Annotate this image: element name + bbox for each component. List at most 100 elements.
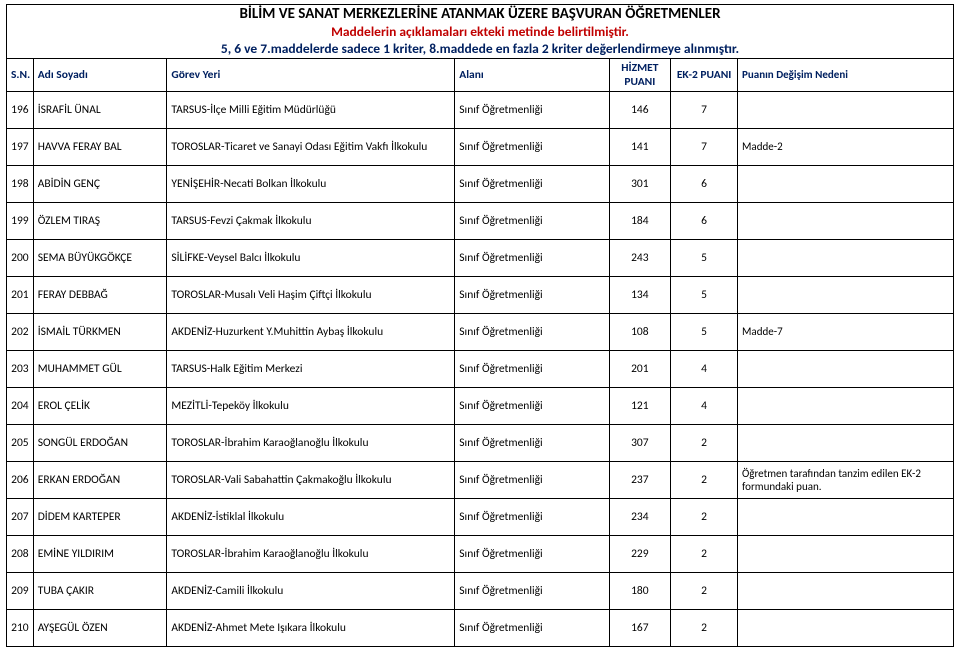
cell-hiz: 243 [609,239,671,276]
cell-ek2: 2 [671,609,738,646]
cell-ek2: 2 [671,461,738,498]
cell-adi: EMİNE YILDIRIM [33,535,167,572]
cell-sn: 204 [7,387,34,424]
cell-gorev: AKDENİZ-Ahmet Mete Işıkara İlkokulu [167,609,455,646]
cell-ek2: 5 [671,276,738,313]
cell-ned [738,387,954,424]
cell-sn: 197 [7,128,34,165]
cell-hiz: 201 [609,350,671,387]
table-row: 209 TUBA ÇAKIR AKDENİZ-Camili İlkokulu S… [7,572,954,609]
cell-sn: 209 [7,572,34,609]
table-row: 210 AYŞEGÜL ÖZEN AKDENİZ-Ahmet Mete Işık… [7,609,954,646]
page-note: 5, 6 ve 7.maddelerde sadece 1 kriter, 8.… [7,41,953,58]
cell-gorev: TARSUS-Fevzi Çakmak İlkokulu [167,202,455,239]
col-header-ek2: EK-2 PUANI [671,58,738,91]
cell-gorev: TOROSLAR-İbrahim Karaoğlanoğlu İlkokulu [167,535,455,572]
cell-alan: Sınıf Öğretmenliği [455,165,609,202]
cell-hiz: 134 [609,276,671,313]
cell-adi: SEMA BÜYÜKGÖKÇE [33,239,167,276]
cell-hiz: 234 [609,498,671,535]
col-header-gorev: Görev Yeri [167,58,455,91]
cell-gorev: MEZİTLİ-Tepeköy İlkokulu [167,387,455,424]
cell-gorev: TOROSLAR-Ticaret ve Sanayi Odası Eğitim … [167,128,455,165]
cell-hiz: 237 [609,461,671,498]
cell-gorev: TOROSLAR-Vali Sabahattin Çakmakoğlu İlko… [167,461,455,498]
cell-gorev: TARSUS-İlçe Milli Eğitim Müdürlüğü [167,91,455,128]
cell-gorev: TOROSLAR-İbrahim Karaoğlanoğlu İlkokulu [167,424,455,461]
table-row: 203 MUHAMMET GÜL TARSUS-Halk Eğitim Merk… [7,350,954,387]
cell-ned: Öğretmen tarafından tanzim edilen EK-2 f… [738,461,954,498]
cell-adi: ABİDİN GENÇ [33,165,167,202]
cell-ned [738,535,954,572]
cell-ned: Madde-2 [738,128,954,165]
cell-ned [738,165,954,202]
table-row: 197 HAVVA FERAY BAL TOROSLAR-Ticaret ve … [7,128,954,165]
col-header-adi: Adı Soyadı [33,58,167,91]
cell-alan: Sınıf Öğretmenliği [455,461,609,498]
cell-hiz: 180 [609,572,671,609]
cell-hiz: 121 [609,387,671,424]
cell-alan: Sınıf Öğretmenliği [455,609,609,646]
cell-sn: 207 [7,498,34,535]
cell-sn: 206 [7,461,34,498]
table-row: 199 ÖZLEM TIRAŞ TARSUS-Fevzi Çakmak İlko… [7,202,954,239]
cell-hiz: 301 [609,165,671,202]
cell-ek2: 7 [671,128,738,165]
table-row: 200 SEMA BÜYÜKGÖKÇE SİLİFKE-Veysel Balcı… [7,239,954,276]
cell-hiz: 229 [609,535,671,572]
cell-sn: 202 [7,313,34,350]
cell-ned [738,498,954,535]
col-header-alan: Alanı [455,58,609,91]
cell-alan: Sınıf Öğretmenliği [455,498,609,535]
cell-adi: EROL ÇELİK [33,387,167,424]
page-title: BİLİM VE SANAT MERKEZLERİNE ATANMAK ÜZER… [7,5,953,24]
cell-ned [738,424,954,461]
cell-sn: 205 [7,424,34,461]
cell-gorev: AKDENİZ-Huzurkent Y.Muhittin Aybaş İlkok… [167,313,455,350]
table-row: 204 EROL ÇELİK MEZİTLİ-Tepeköy İlkokulu … [7,387,954,424]
cell-ned [738,91,954,128]
cell-alan: Sınıf Öğretmenliği [455,276,609,313]
cell-adi: ERKAN ERDOĞAN [33,461,167,498]
cell-ned [738,572,954,609]
header-block: BİLİM VE SANAT MERKEZLERİNE ATANMAK ÜZER… [6,4,954,58]
cell-ek2: 4 [671,387,738,424]
cell-sn: 203 [7,350,34,387]
cell-gorev: AKDENİZ-Camili İlkokulu [167,572,455,609]
page-subtitle: Maddelerin açıklamaları ekteki metinde b… [7,24,953,41]
table-row: 205 SONGÜL ERDOĞAN TOROSLAR-İbrahim Kara… [7,424,954,461]
cell-ek2: 7 [671,91,738,128]
data-table: S.N. Adı Soyadı Görev Yeri Alanı HİZMET … [6,58,954,647]
table-row: 207 DİDEM KARTEPER AKDENİZ-İstiklal İlko… [7,498,954,535]
cell-adi: İSMAİL TÜRKMEN [33,313,167,350]
cell-alan: Sınıf Öğretmenliği [455,202,609,239]
cell-adi: ÖZLEM TIRAŞ [33,202,167,239]
cell-alan: Sınıf Öğretmenliği [455,424,609,461]
cell-hiz: 307 [609,424,671,461]
table-row: 202 İSMAİL TÜRKMEN AKDENİZ-Huzurkent Y.M… [7,313,954,350]
cell-gorev: TOROSLAR-Musalı Veli Haşim Çiftçi İlkoku… [167,276,455,313]
col-header-neden: Puanın Değişim Nedeni [738,58,954,91]
cell-ek2: 2 [671,424,738,461]
cell-gorev: SİLİFKE-Veysel Balcı İlkokulu [167,239,455,276]
cell-alan: Sınıf Öğretmenliği [455,239,609,276]
cell-sn: 196 [7,91,34,128]
table-header-row: S.N. Adı Soyadı Görev Yeri Alanı HİZMET … [7,58,954,91]
cell-adi: MUHAMMET GÜL [33,350,167,387]
cell-sn: 198 [7,165,34,202]
cell-adi: SONGÜL ERDOĞAN [33,424,167,461]
cell-sn: 199 [7,202,34,239]
cell-gorev: AKDENİZ-İstiklal İlkokulu [167,498,455,535]
table-row: 206 ERKAN ERDOĞAN TOROSLAR-Vali Sabahatt… [7,461,954,498]
cell-gorev: TARSUS-Halk Eğitim Merkezi [167,350,455,387]
cell-sn: 200 [7,239,34,276]
cell-sn: 210 [7,609,34,646]
col-header-sn: S.N. [7,58,34,91]
cell-adi: AYŞEGÜL ÖZEN [33,609,167,646]
cell-hiz: 184 [609,202,671,239]
cell-ned [738,276,954,313]
cell-sn: 208 [7,535,34,572]
cell-ned: Madde-7 [738,313,954,350]
table-row: 196 İSRAFİL ÜNAL TARSUS-İlçe Milli Eğiti… [7,91,954,128]
cell-alan: Sınıf Öğretmenliği [455,128,609,165]
